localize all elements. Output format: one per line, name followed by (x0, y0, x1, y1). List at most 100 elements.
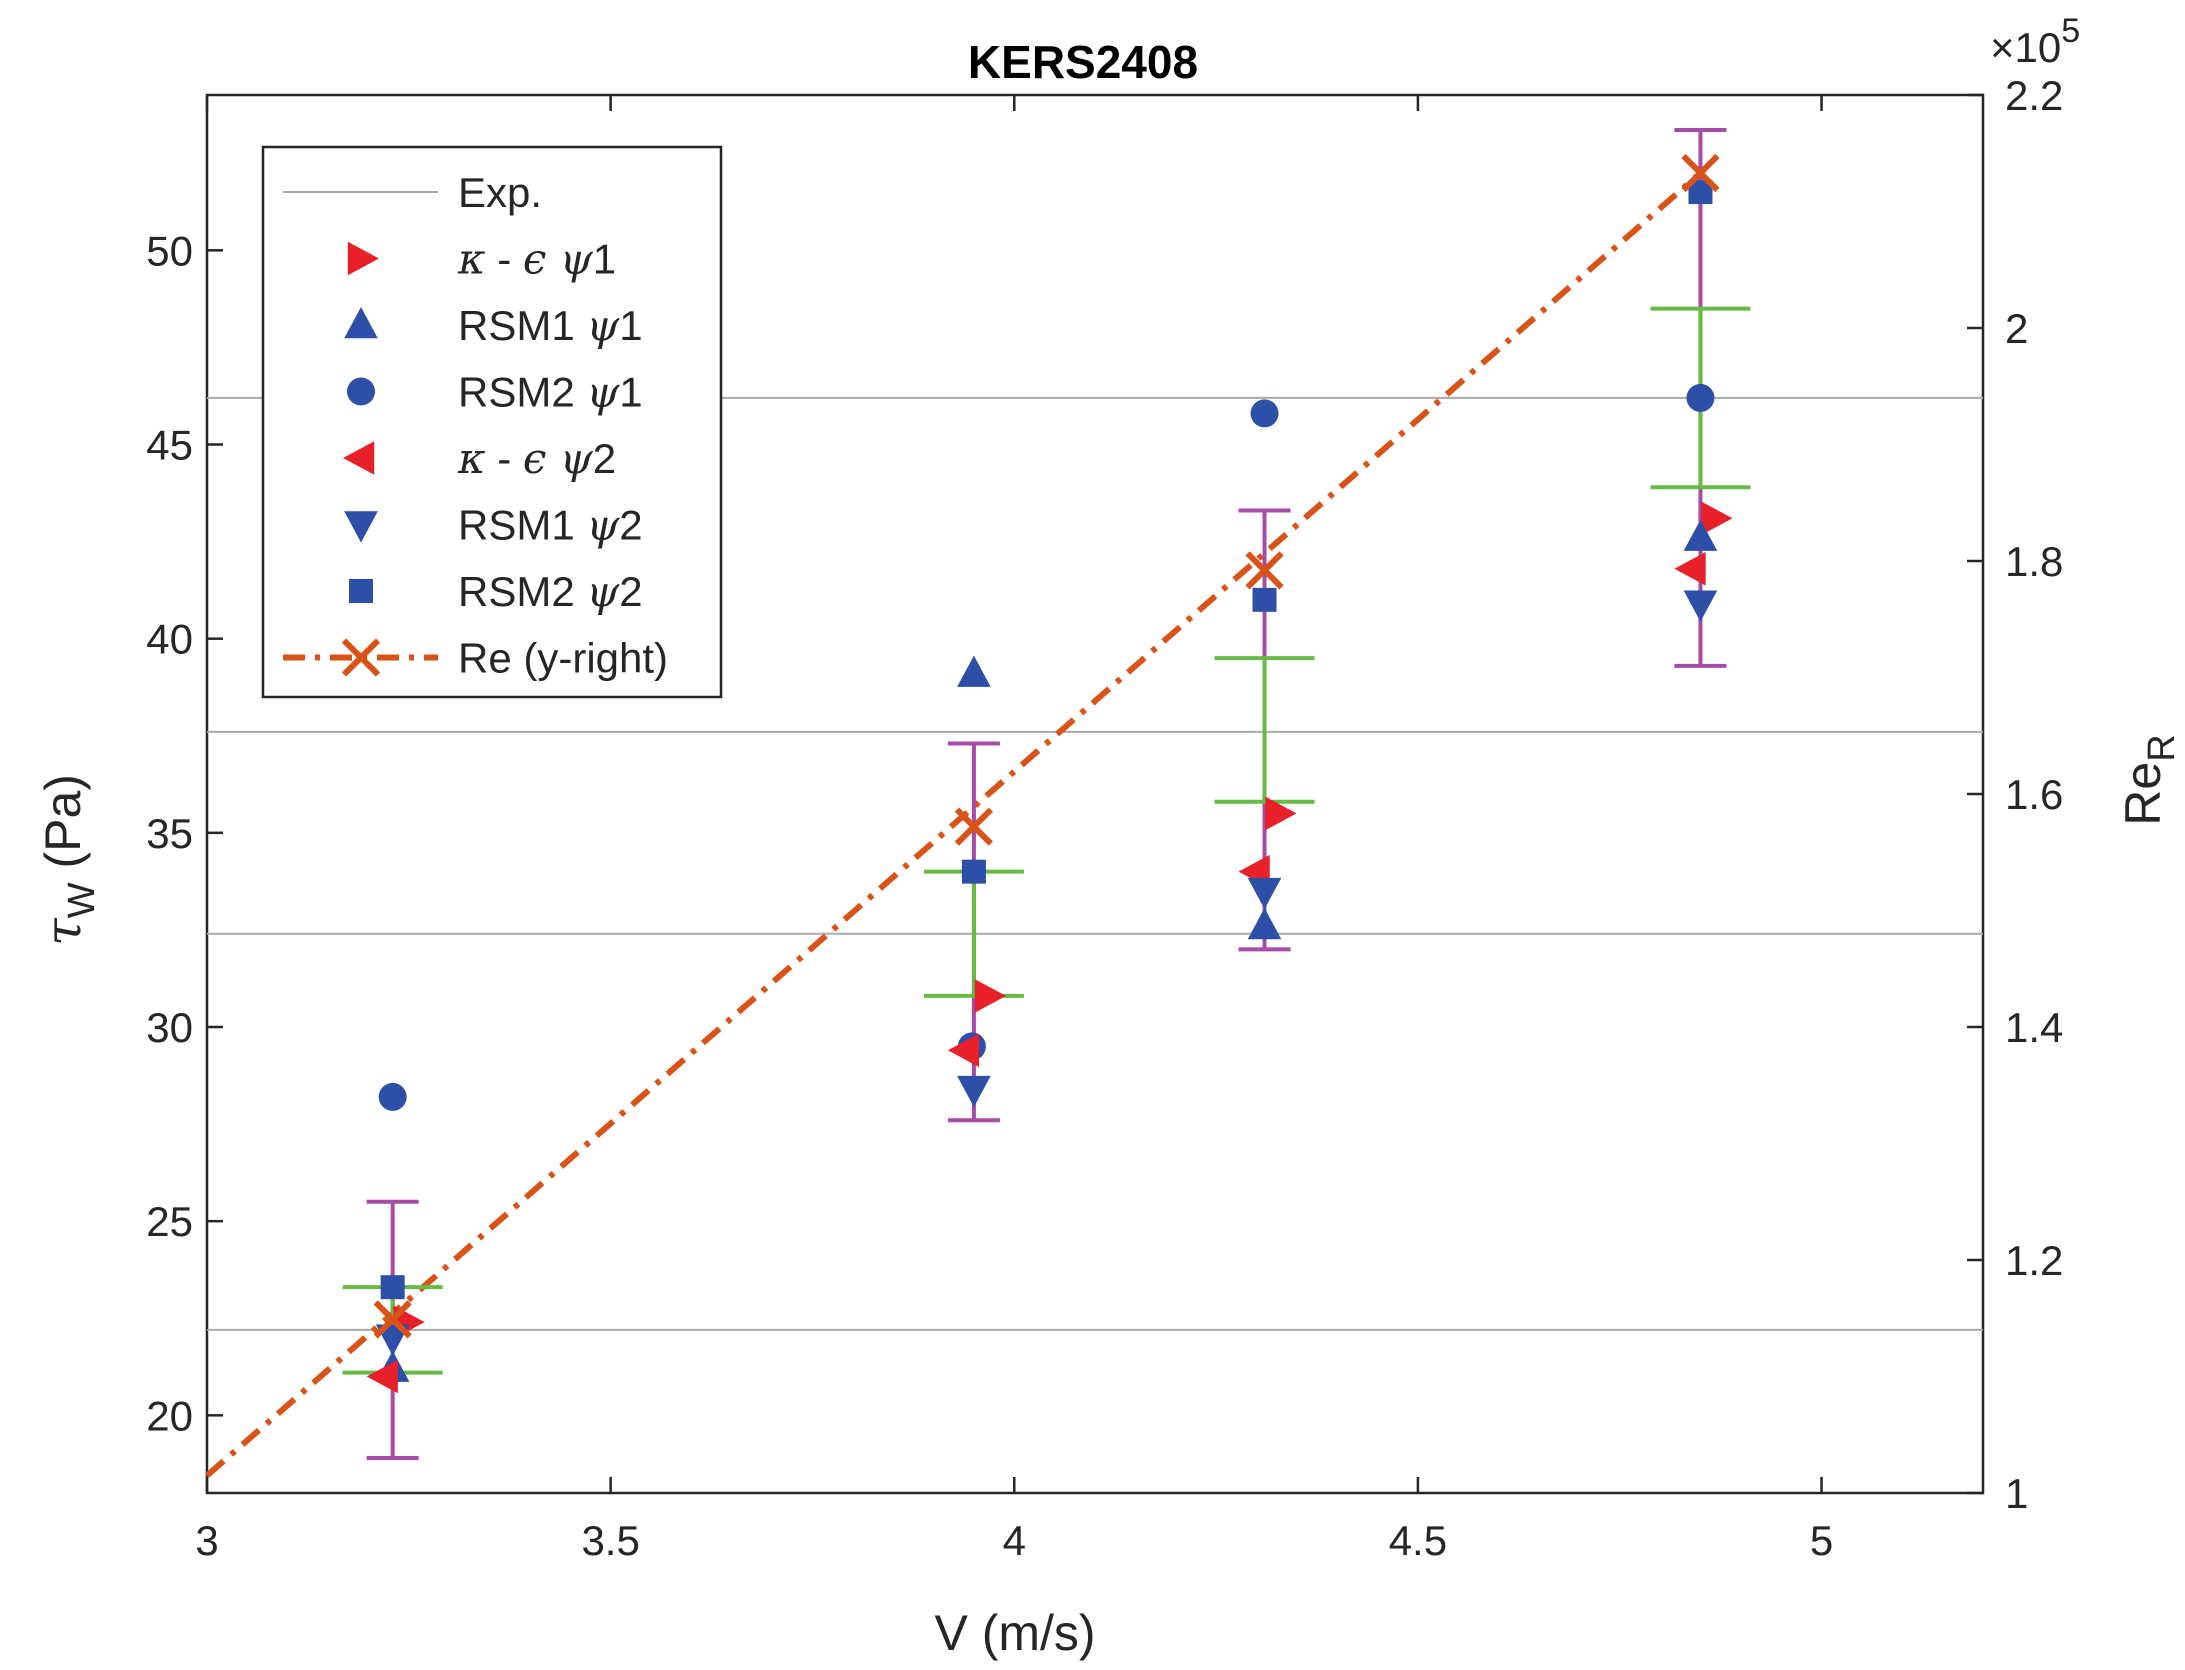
legend-label-exp: Exp. (458, 169, 542, 216)
y-tick-label-3: 35 (146, 810, 193, 857)
y2-tick-label-3: 1.6 (2005, 771, 2063, 818)
re-marker-3 (1681, 153, 1720, 193)
legend-label-exp-part-0: Exp. (458, 169, 542, 216)
y2-axis-label-sub: R (2141, 734, 2183, 761)
marker-s0-p1 (974, 979, 1006, 1013)
legend-label-rsm1b-part-2: 2 (619, 502, 642, 549)
legend-label-rsm2b-part-0: RSM2 (458, 568, 586, 615)
legend-label-rsm2a-part-1: ψ (586, 368, 620, 417)
legend-label-ke1: κ - ϵ ψ1 (457, 235, 616, 284)
legend-label-rsm2b-part-2: 2 (619, 568, 642, 615)
y2-axis-label: ReR (2115, 734, 2183, 825)
y2-exponent-prefix: ×10 (1990, 24, 2061, 71)
re-marker-0 (373, 1300, 412, 1339)
legend-box (261, 145, 723, 699)
legend-label-rsm1b-part-1: ψ (586, 501, 620, 550)
marker-s5-p2 (1252, 587, 1277, 612)
marker-s3-p0 (366, 1359, 398, 1394)
legend-label-ke2-part-3: 2 (593, 435, 616, 482)
marker-s2-p0 (378, 1082, 407, 1111)
legend-label-rsm2a-part-0: RSM2 (458, 369, 586, 416)
marker-s1-p1 (957, 655, 991, 687)
marker-s5-p1 (961, 859, 986, 884)
legend-label-ke2-part-0: κ (457, 434, 486, 483)
y2-exponent-power: 5 (2061, 12, 2080, 50)
marker-s0-p2 (1265, 796, 1297, 831)
re-marker-1-stroke-b (954, 807, 994, 846)
y2-tick-label-2: 1.4 (2005, 1004, 2063, 1051)
y2-exponent: ×105 (1990, 12, 2080, 71)
y-tick-label-2: 30 (146, 1004, 193, 1051)
y-axis-label-unit: (Pa) (35, 774, 91, 882)
y-tick-label-5: 45 (146, 422, 193, 469)
re-marker-0-stroke-b (373, 1300, 412, 1339)
re-marker-2 (1245, 551, 1284, 590)
legend-label-ke1-part-0: κ (457, 235, 486, 284)
y-axis-label-sub: W (61, 882, 103, 918)
marker-s2-p3 (1686, 383, 1715, 412)
legend-label-rsm1a-part-1: ψ (586, 301, 620, 350)
legend-label-rsm1a-part-2: 1 (619, 302, 642, 349)
x-tick-label-4: 5 (1810, 1517, 1833, 1564)
marker-s0-p3 (1701, 501, 1733, 536)
y2-tick-label-6: 2.2 (2005, 72, 2063, 119)
svg-text:ReR: ReR (2115, 734, 2183, 825)
y2-tick-label-5: 2 (2005, 305, 2028, 352)
y-axis-label: τW (Pa) (34, 774, 103, 946)
re-series (205, 170, 1703, 1478)
legend-label-ke1-part-3: 1 (593, 236, 616, 283)
legend-label-rsm1a-part-0: RSM1 (458, 302, 586, 349)
legend-label-rsm2a-part-2: 1 (619, 369, 642, 416)
marker-s4-p3 (1683, 590, 1718, 622)
exp-reference-lines (207, 396, 1983, 1331)
legend-swatch-ke2 (343, 441, 375, 475)
marker-s3-p3 (1674, 551, 1706, 586)
svg-text:τW (Pa): τW (Pa) (34, 774, 103, 946)
marker-s1-p2 (1247, 908, 1282, 940)
legend-label-rsm2b-part-1: ψ (586, 567, 620, 616)
legend-swatch-re-x (341, 638, 381, 677)
y2-tick-label-1: 1.2 (2005, 1237, 2063, 1284)
y-tick-label-4: 40 (146, 616, 193, 663)
marker-s5-p0 (380, 1275, 405, 1300)
errorbar-inner-2 (1214, 656, 1315, 804)
y2-tick-label-0: 1 (2005, 1470, 2028, 1517)
legend-label-ke2-part-2: ϵ ψ (523, 434, 594, 483)
legend-swatch-rsm1a (344, 307, 378, 339)
marker-s4-p2 (1247, 877, 1282, 910)
y-tick-label-1: 25 (146, 1198, 193, 1245)
x-tick-label-3: 4.5 (1389, 1517, 1447, 1564)
legend-swatch-ke1 (347, 241, 379, 276)
legend-label-ke1-part-1: - (486, 236, 523, 283)
legend-label-re-part-0: Re (y-right) (458, 635, 668, 682)
legend-label-ke2: κ - ϵ ψ2 (457, 434, 616, 483)
legend-swatch-rsm1b (344, 511, 378, 543)
x-axis-label: V (m/s) (934, 1605, 1095, 1661)
legend-label-rsm2b: RSM2 ψ2 (458, 567, 643, 616)
marker-s4-p1 (957, 1075, 991, 1108)
legend-label-re: Re (y-right) (458, 635, 668, 682)
legend-label-rsm2a: RSM2 ψ1 (458, 368, 643, 417)
data-markers (366, 153, 1733, 1394)
legend-label-rsm1b: RSM1 ψ2 (458, 501, 643, 550)
marker-s4-p0 (375, 1324, 410, 1356)
x-tick-label-0: 3 (195, 1517, 218, 1564)
legend-label-ke2-part-1: - (486, 435, 523, 482)
legend-label-ke1-part-2: ϵ ψ (523, 235, 594, 284)
y2-tick-label-4: 1.8 (2005, 538, 2063, 585)
legend-swatch-rsm2a (347, 377, 375, 406)
x-tick-label-1: 3.5 (581, 1517, 639, 1564)
re-marker-2-stroke-b (1245, 551, 1284, 590)
legend-label-rsm1a: RSM1 ψ1 (458, 301, 643, 350)
y2-axis-label-base: Re (2115, 762, 2171, 826)
legend-label-rsm1b-part-0: RSM1 (458, 502, 586, 549)
x-tick-label-2: 4 (1003, 1517, 1026, 1564)
re-marker-3-stroke-b (1681, 153, 1720, 193)
marker-s2-p2 (1250, 399, 1279, 428)
legend-swatch-re-x-stroke-b (341, 638, 381, 677)
y-tick-label-6: 50 (146, 227, 193, 274)
axes: 3 3.5 4 4.5 5 20 25 30 35 40 45 50 1 1.2 1.4 1.6 1.8 2 2.2 (146, 72, 2063, 1564)
marker-s1-p3 (1683, 519, 1718, 551)
